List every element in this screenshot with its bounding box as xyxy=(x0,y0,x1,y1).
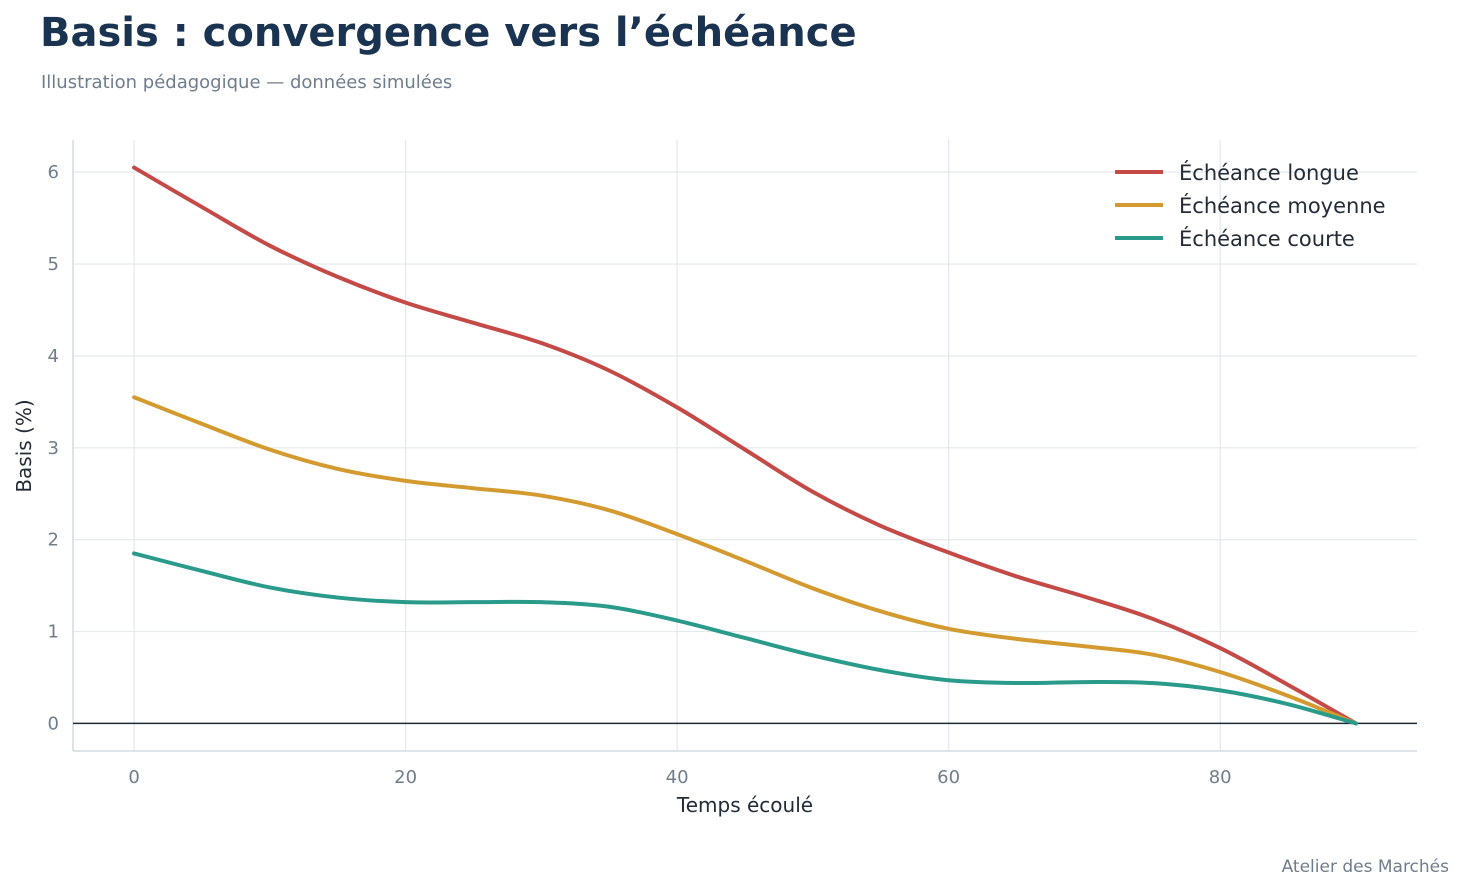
x-tick-label: 80 xyxy=(1209,767,1232,788)
series-line-1 xyxy=(132,165,1358,726)
page-title: Basis : convergence vers l’échéance xyxy=(40,10,857,56)
y-tick-label: 5 xyxy=(48,254,59,275)
x-tick-label: 20 xyxy=(394,767,417,788)
y-tick-label: 0 xyxy=(48,713,59,734)
x-tick-label: 60 xyxy=(937,767,960,788)
series-line-3 xyxy=(132,551,1358,726)
x-tick-labels: 0 20 40 60 80 xyxy=(128,767,1231,788)
credit-text: Atelier des Marchés xyxy=(1281,857,1449,877)
x-tick-label: 40 xyxy=(666,767,689,788)
y-tick-label: 3 xyxy=(48,438,59,459)
x-axis-label: Temps écoulé xyxy=(676,793,813,817)
legend: Échéance longue Échéance moyenne Échéance … xyxy=(1115,160,1386,251)
legend-entry-label: Échéance moyenne xyxy=(1179,193,1386,218)
series-line-2 xyxy=(132,395,1358,726)
legend-entry-label: Échéance courte xyxy=(1179,226,1355,251)
x-tick-label: 0 xyxy=(128,767,139,788)
y-tick-label: 6 xyxy=(48,162,59,183)
y-axis-label: Basis (%) xyxy=(12,399,36,492)
plot-frame xyxy=(72,140,1417,752)
y-tick-label: 4 xyxy=(48,346,59,367)
series-lines xyxy=(132,165,1358,726)
page-subtitle: Illustration pédagogique — données simul… xyxy=(41,72,453,93)
y-tick-labels: 0 1 2 3 4 5 6 xyxy=(48,162,59,734)
y-tick-label: 1 xyxy=(48,622,59,643)
legend-entry-label: Échéance longue xyxy=(1179,160,1359,185)
y-tick-label: 2 xyxy=(48,530,59,551)
